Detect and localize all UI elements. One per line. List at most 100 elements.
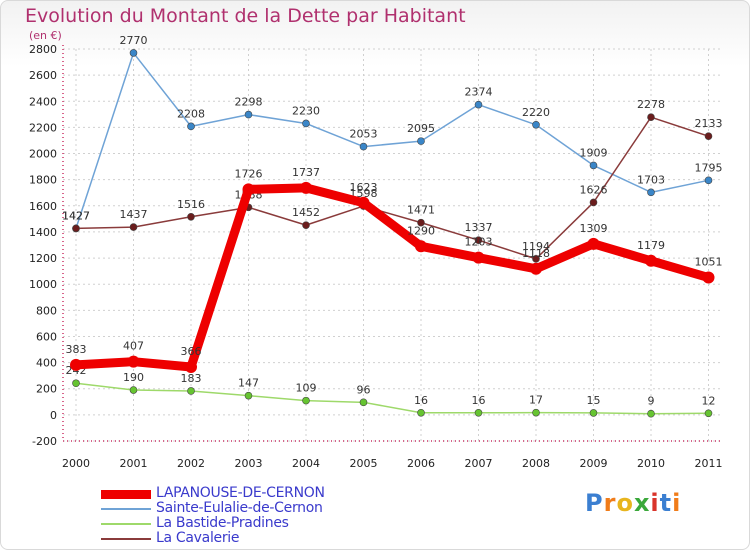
logo-letter: o: [616, 489, 634, 517]
y-tick-label: 400: [36, 357, 57, 370]
y-tick-label: 800: [36, 304, 57, 317]
data-label: 15: [587, 394, 601, 407]
data-label: 12: [702, 394, 716, 407]
data-label: 2278: [637, 98, 665, 111]
y-tick-label: 1200: [29, 252, 57, 265]
data-label: 2095: [407, 122, 435, 135]
legend-label: La Bastide-Pradines: [156, 515, 289, 531]
series-line: [75, 116, 710, 260]
data-point: [589, 409, 598, 417]
data-label: 1737: [292, 166, 320, 179]
data-label: 2298: [235, 96, 263, 109]
data-point: [704, 409, 713, 418]
data-point: [187, 387, 195, 395]
y-tick-label: 2800: [29, 43, 57, 56]
data-label: 2133: [695, 117, 723, 130]
data-point: [72, 379, 80, 388]
data-label: 109: [296, 382, 317, 395]
data-point: [704, 176, 713, 185]
y-tick-label: 2200: [29, 121, 57, 134]
x-tick-label: 2004: [292, 457, 320, 470]
series-line: [71, 183, 713, 372]
data-point: [532, 120, 540, 129]
data-label: 1516: [177, 198, 205, 211]
y-tick-label: 1000: [29, 278, 57, 291]
data-point: [302, 119, 310, 128]
data-label: 1471: [407, 204, 435, 217]
data-label: 407: [123, 340, 144, 353]
x-tick-label: 2000: [62, 457, 90, 470]
data-label: 147: [238, 377, 259, 390]
data-point: [474, 408, 483, 417]
y-tick-label: 2400: [29, 95, 57, 108]
data-point: [359, 142, 368, 151]
data-label: 96: [357, 383, 371, 396]
y-tick-label: 600: [36, 330, 57, 343]
legend-swatch: [101, 508, 151, 510]
data-label: 1703: [637, 173, 665, 186]
data-point: [72, 224, 80, 233]
data-point: [647, 188, 655, 197]
data-point: [647, 113, 655, 122]
data-label: 1309: [580, 222, 608, 235]
x-tick-label: 2005: [350, 457, 378, 470]
data-label: 1051: [695, 256, 723, 269]
data-label: 366: [181, 345, 202, 358]
legend-label: Sainte-Eulalie-de-Cernon: [156, 500, 323, 516]
legend-label: LAPANOUSE-DE-CERNON: [156, 485, 325, 501]
legend-swatch: [101, 523, 151, 525]
data-point: [589, 198, 598, 207]
x-tick-label: 2003: [235, 457, 263, 470]
data-label: 1179: [637, 239, 665, 252]
data-label: 183: [181, 372, 202, 385]
data-point: [474, 236, 483, 244]
series-line: [75, 52, 710, 230]
data-point: [242, 183, 255, 196]
data-point: [302, 221, 310, 229]
chart-title: Evolution du Montant de la Dette par Hab…: [25, 5, 466, 27]
data-label: 2053: [350, 128, 378, 141]
data-point: [645, 254, 657, 267]
data-label: 1427: [62, 209, 90, 222]
data-point: [530, 262, 542, 275]
data-point: [417, 137, 425, 145]
x-tick-label: 2010: [637, 457, 665, 470]
data-label: 190: [123, 371, 144, 384]
data-point: [127, 355, 140, 368]
data-label: 2220: [522, 106, 550, 119]
data-point: [129, 386, 138, 394]
data-label: 1337: [465, 221, 493, 234]
y-tick-label: 2000: [29, 148, 57, 161]
x-tick-label: 2008: [522, 457, 550, 470]
data-point: [302, 396, 310, 405]
data-point: [647, 409, 655, 418]
data-label: 1437: [120, 208, 148, 221]
data-label: 1118: [522, 247, 550, 260]
data-point: [129, 223, 138, 231]
data-label: 1795: [695, 161, 723, 174]
logo-letter: i: [672, 489, 682, 517]
data-point: [357, 196, 370, 209]
data-point: [589, 161, 598, 170]
unit-label: (en €): [29, 29, 62, 42]
x-tick-label: 2001: [120, 457, 148, 470]
x-tick-label: 2011: [695, 457, 723, 470]
x-tick-label: 2009: [580, 457, 608, 470]
data-label: 2230: [292, 104, 320, 117]
logo-letter: i: [650, 489, 660, 517]
data-point: [417, 408, 425, 417]
y-tick-label: 1600: [29, 200, 57, 213]
data-label: 17: [529, 394, 543, 407]
data-point: [474, 100, 483, 109]
data-point: [129, 49, 138, 57]
data-label: 1427: [62, 209, 90, 222]
data-point: [532, 255, 540, 263]
data-label: 1290: [407, 224, 435, 237]
data-label: 2208: [177, 107, 205, 120]
y-tick-label: 2600: [29, 69, 57, 82]
y-tick-label: 0: [50, 409, 57, 422]
data-point: [587, 237, 600, 250]
data-point: [187, 122, 195, 131]
